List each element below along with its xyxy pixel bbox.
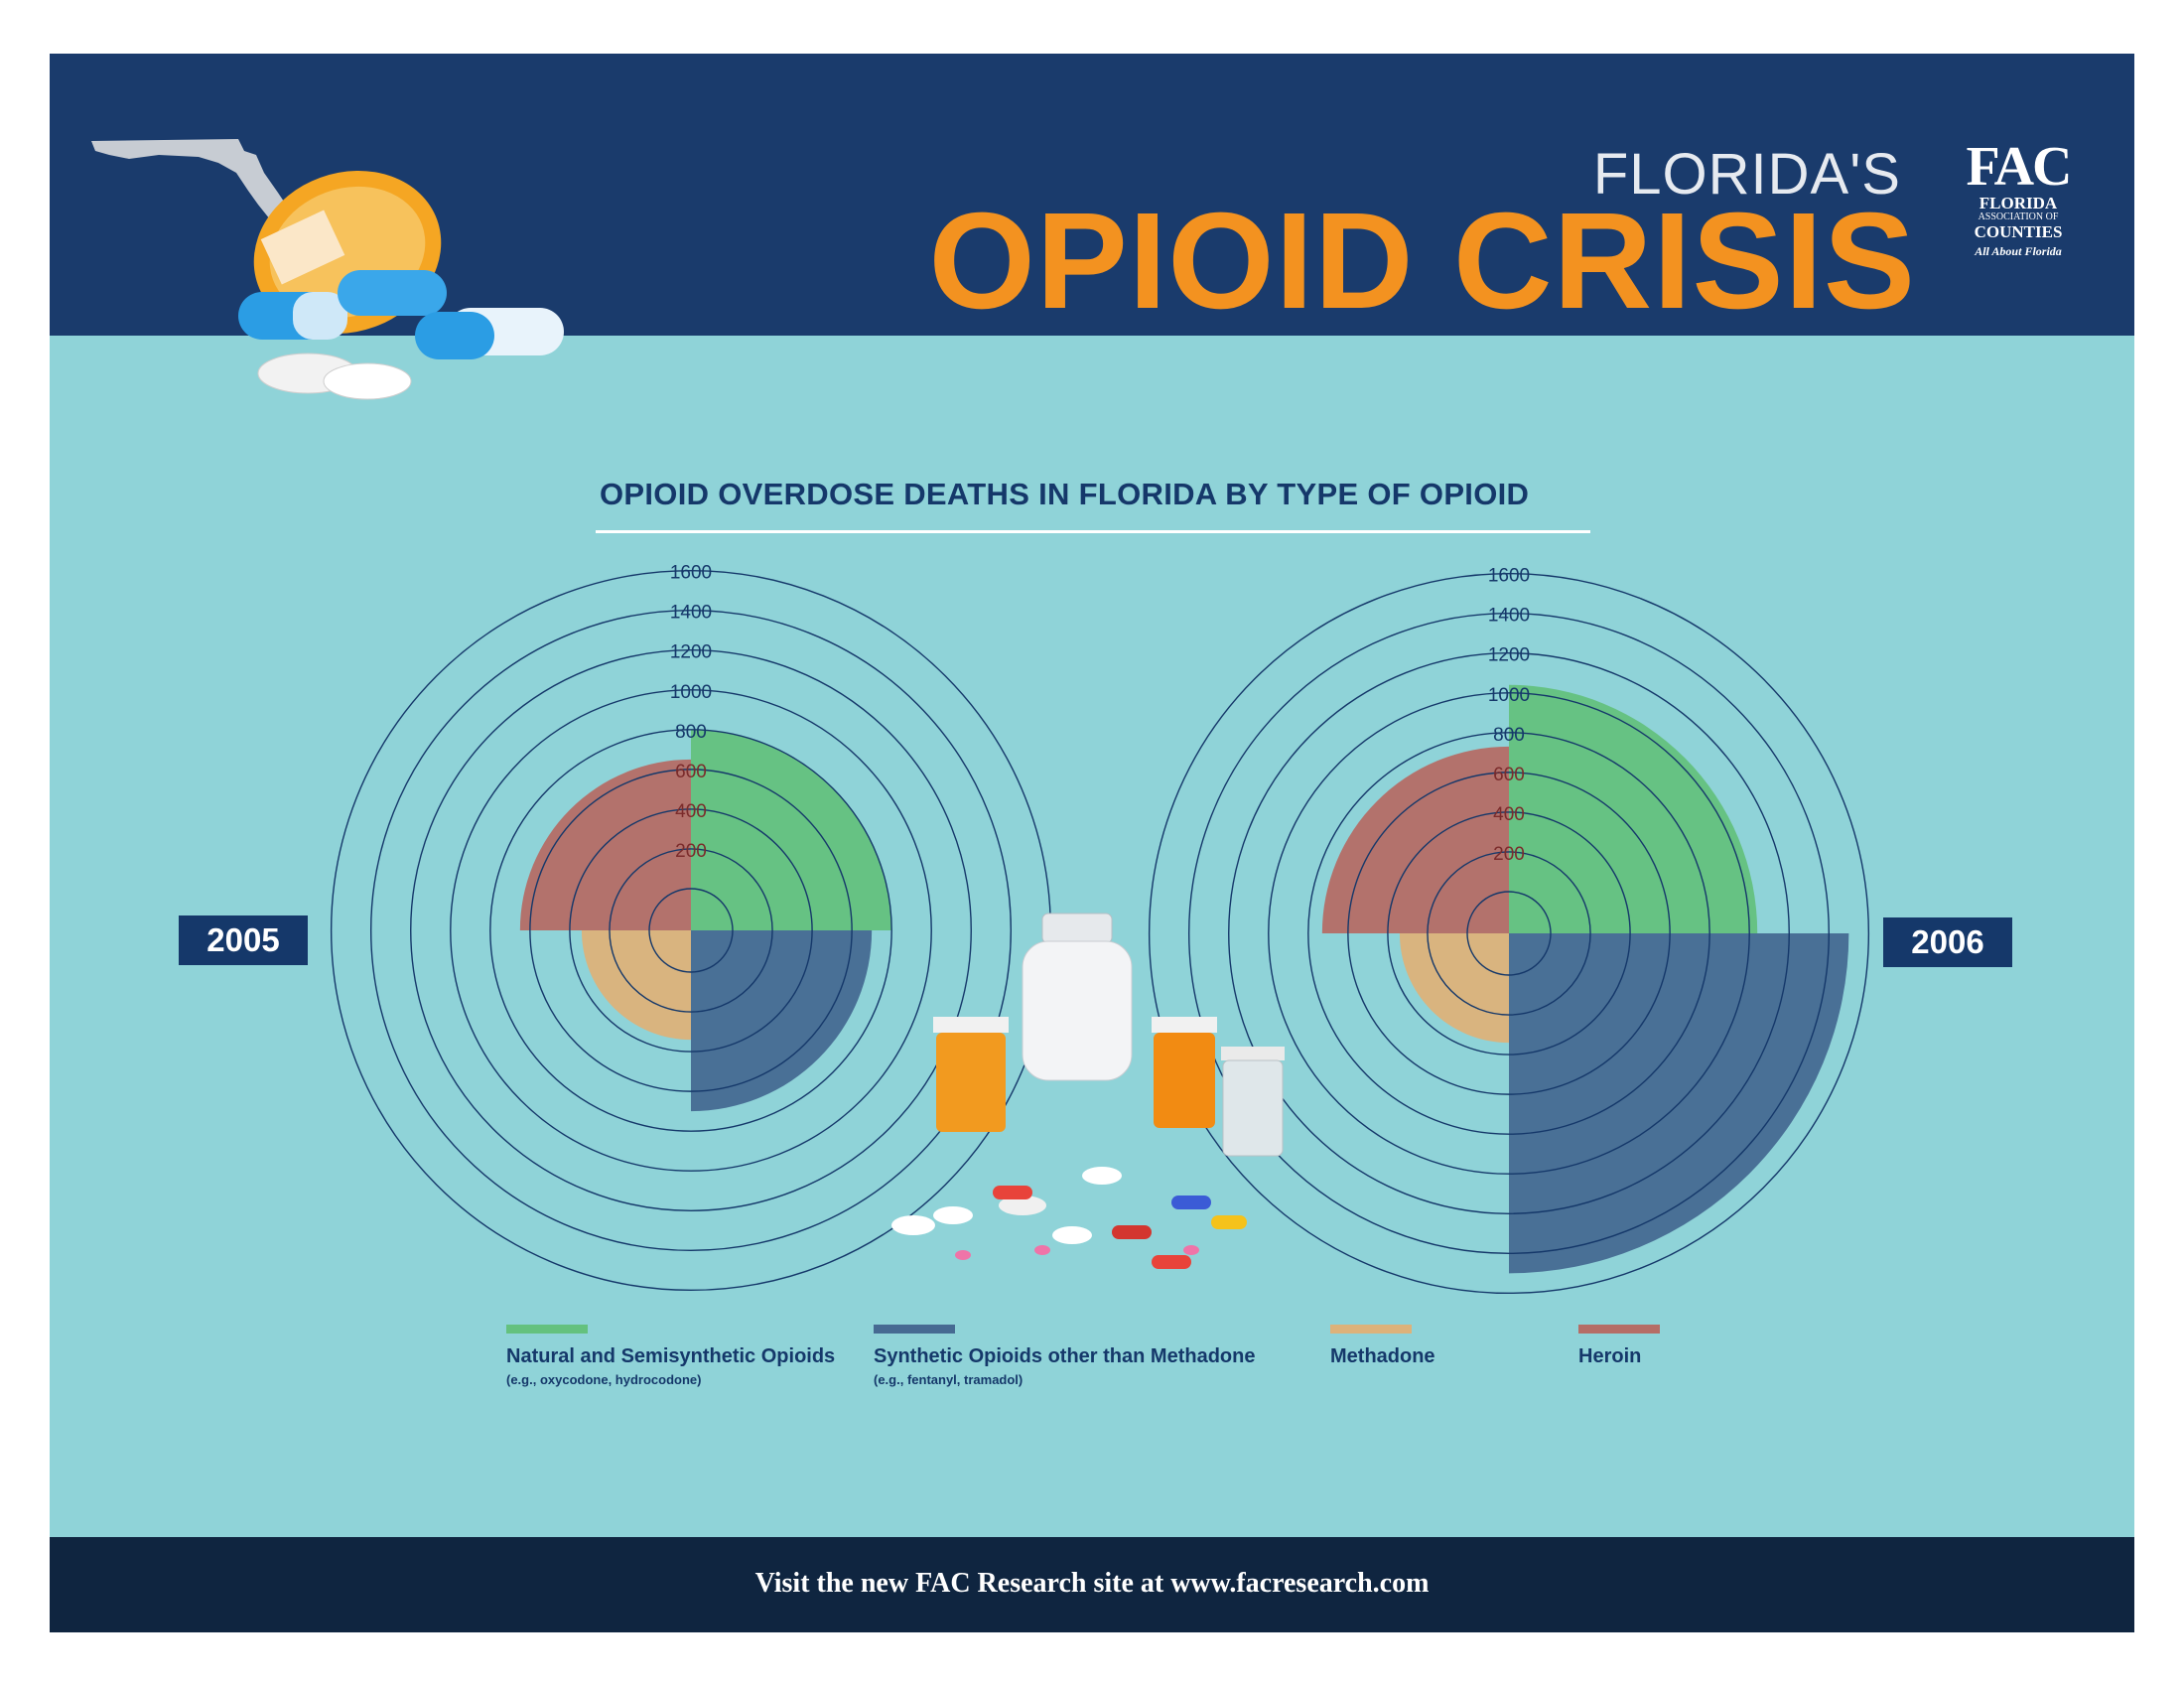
- header-kicker: FLORIDA'S: [1592, 142, 1901, 207]
- wedge-2006-heroin: [1321, 746, 1509, 933]
- header-title: OPIOID CRISIS: [928, 185, 1916, 338]
- header-banner: FLORIDA'S OPIOID CRISIS FAC FLORIDA ASSO…: [50, 54, 2134, 400]
- footer-link[interactable]: www.facresearch.com: [1170, 1568, 1430, 1599]
- tick-label-2005-1400: 1400: [670, 603, 712, 624]
- ring-2005-200: [609, 848, 773, 1013]
- wedge-2005-natural: [691, 729, 892, 930]
- ring-2006-1000: [1268, 692, 1750, 1175]
- legend-item-methadone: Methadone: [1330, 1325, 1435, 1368]
- footer-banner: Visit the new FAC Research site at www.f…: [50, 1537, 2134, 1632]
- legend-item-synthetic: Synthetic Opioids other than Methadone (…: [874, 1325, 1255, 1387]
- ring-2006-0: [1466, 891, 1552, 976]
- legend-sublabel: (e.g., fentanyl, tramadol): [874, 1372, 1024, 1387]
- legend-swatch-heroin: [1578, 1325, 1660, 1334]
- legend-label: Methadone: [1330, 1345, 1435, 1367]
- ring-2006-1400: [1187, 612, 1831, 1255]
- fac-logo-line2: ASSOCIATION OF: [1978, 211, 2059, 222]
- ring-2006-1600: [1148, 572, 1870, 1295]
- pill-bottle-icon: [238, 170, 564, 400]
- legend-sublabel: (e.g., oxycodone, hydrocodone): [506, 1372, 702, 1387]
- legend-label: Natural and Semisynthetic Opioids: [506, 1345, 836, 1367]
- ring-2005-1000: [450, 689, 932, 1172]
- fac-logo-line1: FLORIDA: [1979, 194, 2058, 212]
- tick-label-2005-600: 600: [675, 762, 707, 782]
- footer-text: Visit the new FAC Research site at: [754, 1568, 1171, 1599]
- year-label-2005: 2005: [179, 915, 308, 965]
- ring-2006-800: [1307, 732, 1710, 1135]
- tick-label-2005-1000: 1000: [670, 682, 712, 703]
- fac-logo-tagline: All About Florida: [1975, 244, 2062, 258]
- title-divider: [596, 530, 1590, 533]
- tick-label-2005-200: 200: [675, 841, 707, 862]
- ring-2005-400: [569, 808, 813, 1053]
- tick-label-2006-600: 600: [1493, 765, 1525, 785]
- fac-logo-line3: COUNTIES: [1974, 222, 2063, 241]
- ring-2005-1200: [410, 649, 972, 1211]
- wedge-2005-methadone: [581, 930, 691, 1041]
- fac-logo-mark: FAC: [1966, 136, 2073, 198]
- wedge-2005-synthetic: [691, 930, 873, 1112]
- ring-2006-1200: [1228, 652, 1790, 1214]
- tick-label-2006-1000: 1000: [1488, 685, 1530, 706]
- poster: FLORIDA'S OPIOID CRISIS FAC FLORIDA ASSO…: [50, 54, 2134, 1632]
- legend-label: Synthetic Opioids other than Methadone: [874, 1345, 1256, 1367]
- medicine-bottles-icon: [891, 913, 1285, 1269]
- legend-swatch-methadone: [1330, 1325, 1412, 1334]
- legend-swatch-natural: [506, 1325, 588, 1334]
- polar-charts: 200 400 600 800 1000 1200 1400 1600 200 400 600 800…: [330, 563, 1870, 1295]
- legend-swatch-synthetic: [874, 1325, 955, 1334]
- tick-label-2005-400: 400: [675, 801, 707, 822]
- ring-2005-600: [529, 769, 853, 1092]
- tick-label-2006-1400: 1400: [1488, 606, 1530, 627]
- tick-label-2005-800: 800: [675, 722, 707, 743]
- tick-label-2006-400: 400: [1493, 804, 1525, 825]
- year-label-2006: 2006: [1883, 917, 2012, 967]
- tick-label-2006-200: 200: [1493, 844, 1525, 865]
- ring-2005-0: [648, 888, 734, 973]
- tick-label-2005-1200: 1200: [670, 642, 712, 663]
- ring-2006-200: [1427, 851, 1591, 1016]
- chart-title: OPIOID OVERDOSE DEATHS IN FLORIDA BY TYP…: [600, 477, 1530, 511]
- florida-map-icon: [91, 139, 302, 238]
- ring-2006-600: [1347, 772, 1671, 1095]
- ring-2005-1400: [369, 609, 1013, 1252]
- fac-logo: FAC FLORIDA ASSOCIATION OF COUNTIES All …: [1960, 139, 2077, 259]
- tick-label-2006-1600: 1600: [1488, 566, 1530, 587]
- ring-2005-800: [489, 729, 892, 1132]
- wedge-2006-natural: [1509, 684, 1758, 933]
- legend-item-heroin: Heroin: [1578, 1325, 1660, 1368]
- ring-2006-400: [1387, 811, 1631, 1055]
- legend-item-natural: Natural and Semisynthetic Opioids (e.g.,…: [506, 1325, 835, 1387]
- wedge-2006-methadone: [1399, 933, 1509, 1044]
- tick-label-2006-800: 800: [1493, 725, 1525, 746]
- tick-label-2006-1200: 1200: [1488, 645, 1530, 666]
- legend-label: Heroin: [1578, 1345, 1642, 1367]
- tick-label-2005-1600: 1600: [670, 563, 712, 584]
